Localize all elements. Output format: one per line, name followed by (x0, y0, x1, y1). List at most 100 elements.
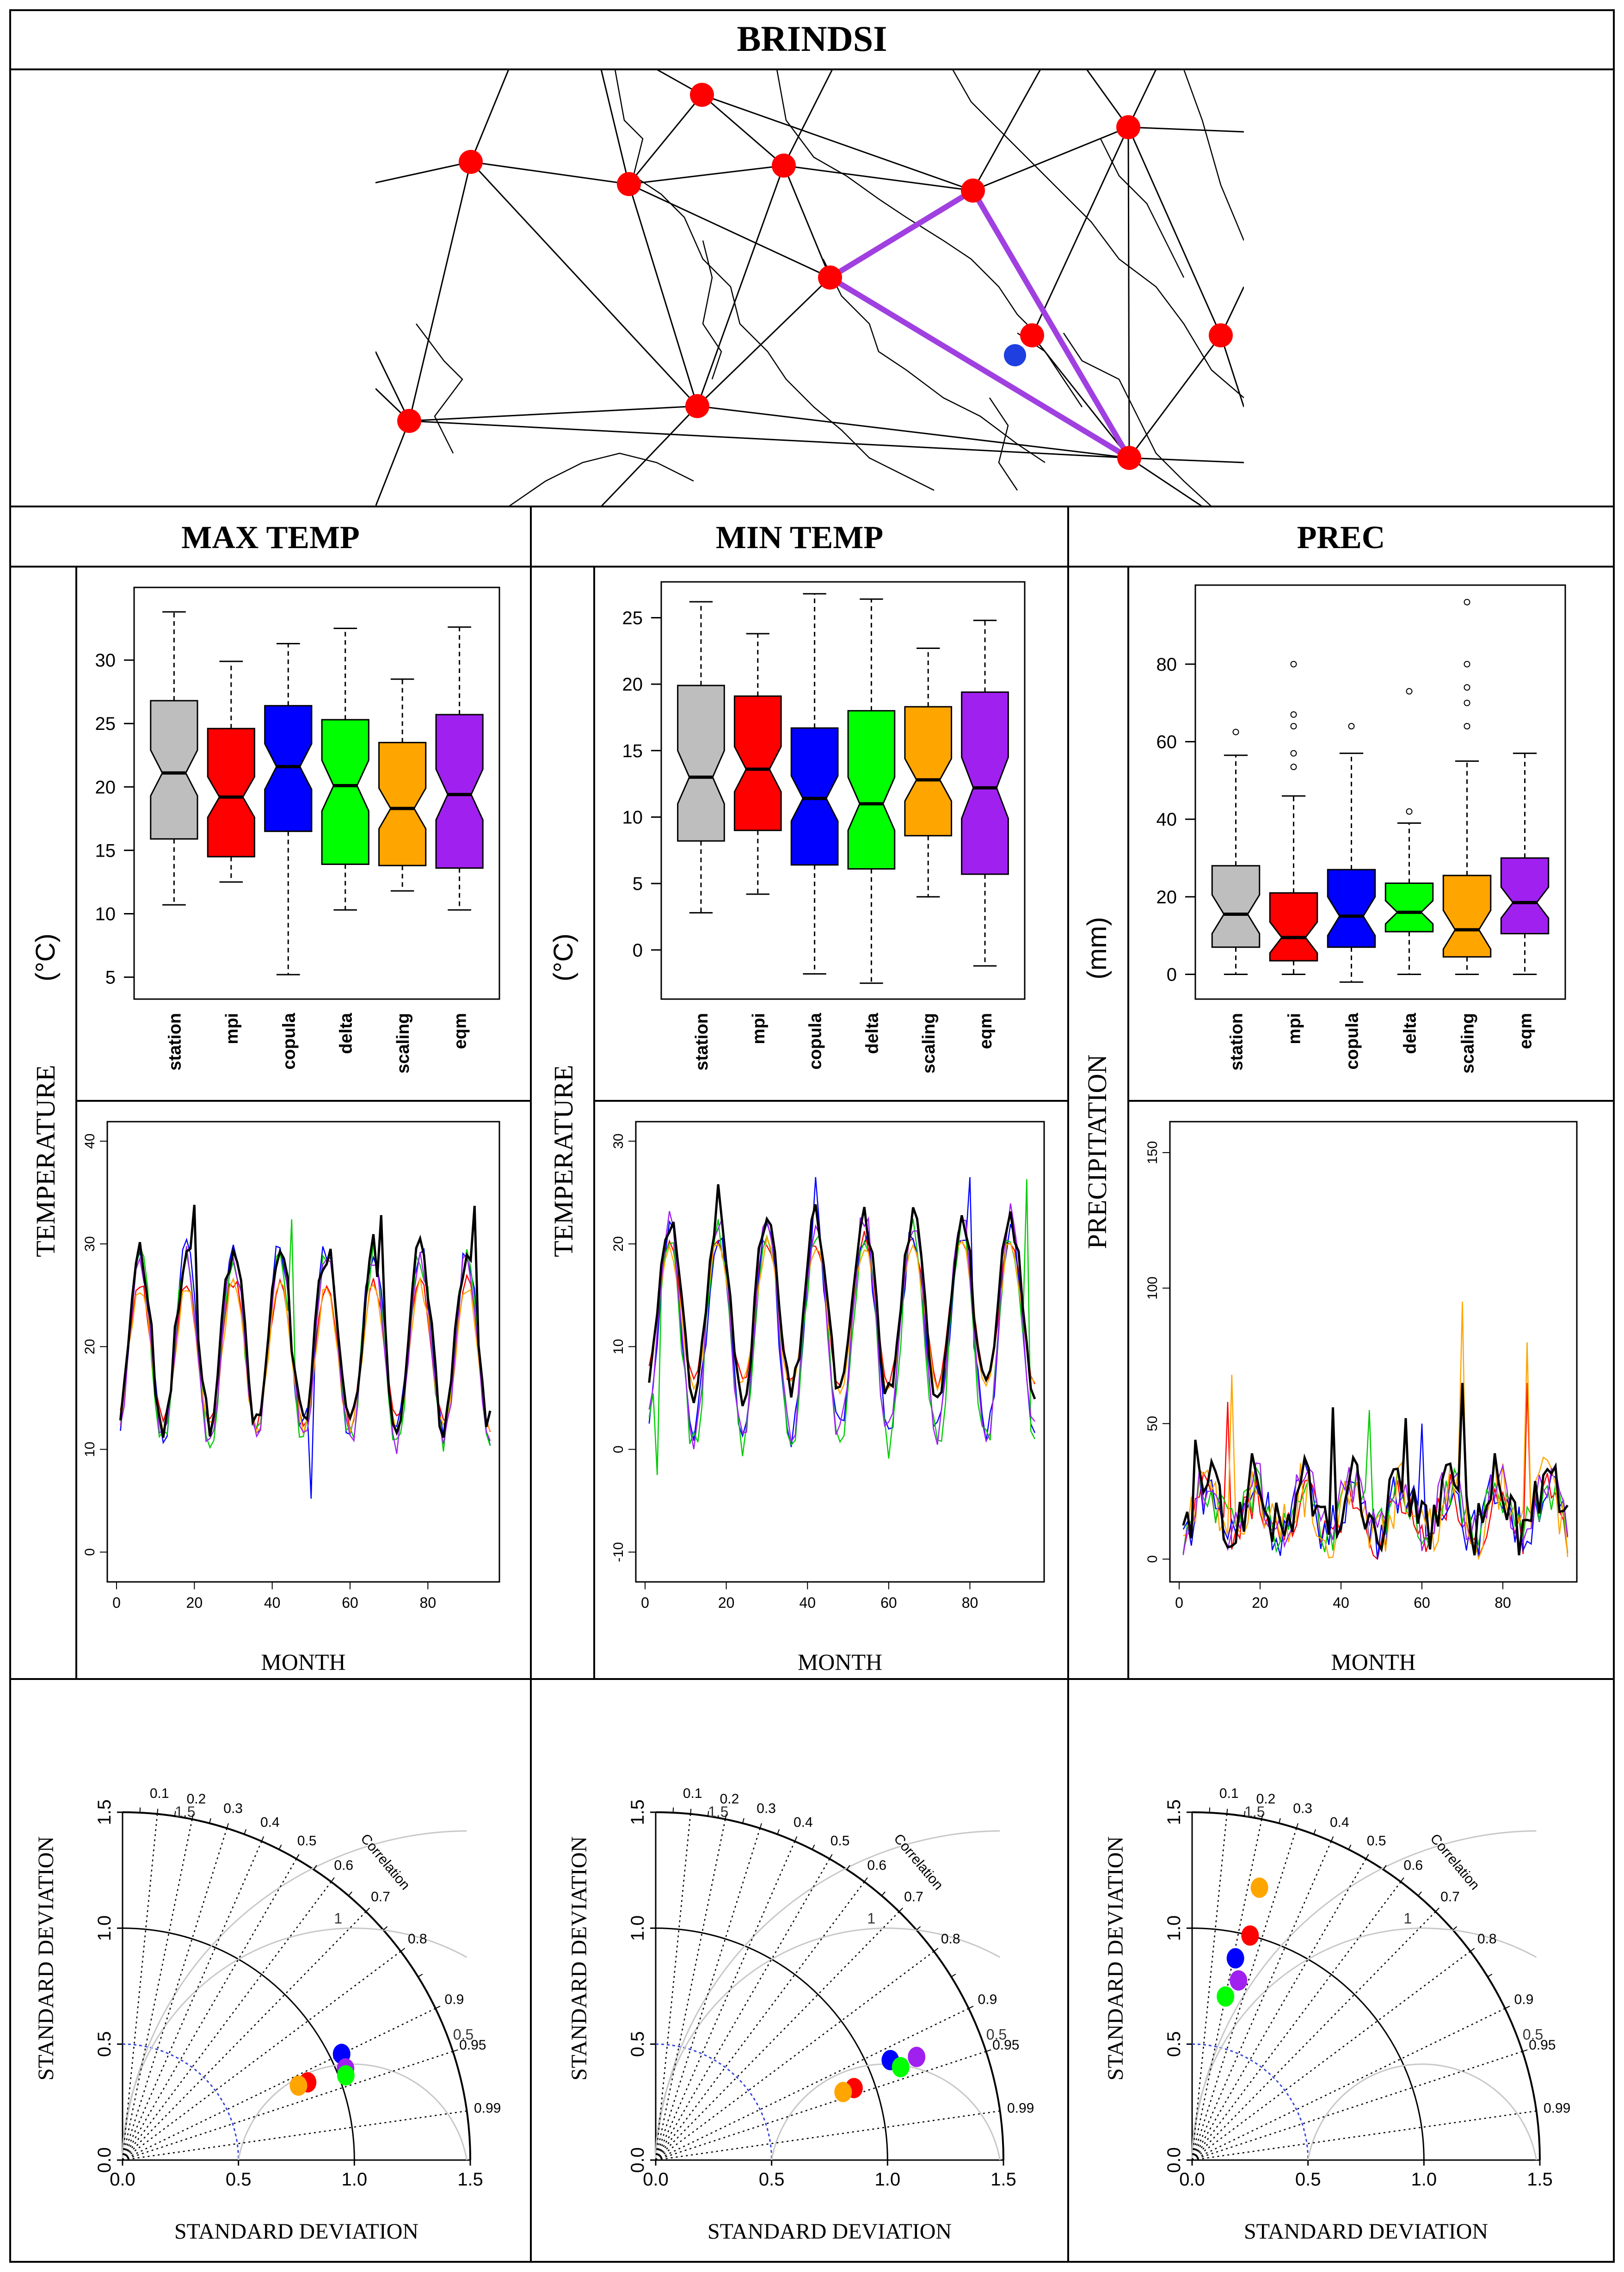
y-tick-label: 0.0 (94, 2147, 115, 2173)
x-tick-label: 0.0 (110, 2169, 135, 2190)
network-link-5 (783, 165, 831, 278)
outlier-point (1290, 723, 1297, 729)
timeseries-min-temp: -10 0 10 20 30 0 20 40 60 80 MONTH (611, 1121, 1045, 1675)
outlier-point (1464, 723, 1470, 729)
network-link-17 (1127, 127, 1130, 458)
taylor-point-scaling (834, 2081, 852, 2102)
y-tick-label: 1.5 (94, 1799, 115, 1825)
y-tick-label: 25 (95, 714, 116, 734)
correlation-ray (1192, 2110, 1537, 2161)
minor-tick (244, 1829, 247, 1834)
grid-node-0 (459, 150, 483, 174)
correlation-tick-label: 0.7 (904, 1889, 923, 1905)
minor-tick (1348, 1844, 1352, 1850)
network-link-edge-12 (1129, 457, 1244, 463)
x-tick-label: 1.5 (457, 2169, 483, 2190)
category-label: mpi (749, 1013, 769, 1044)
minor-tick (1279, 1818, 1281, 1824)
y-tick-label: 0 (611, 1445, 626, 1453)
rms-label: 0.5 (986, 2026, 1007, 2043)
y-tick-label: 10 (611, 1339, 626, 1354)
x-tick-label: 1.0 (1411, 2169, 1437, 2190)
x-axis-label: MONTH (261, 1649, 345, 1675)
network-link-18 (701, 94, 973, 191)
prec-unit: (mm) (1082, 917, 1112, 979)
y-tick-label: 20 (622, 674, 643, 695)
box-body (904, 706, 953, 837)
correlation-ray (122, 1858, 297, 2161)
correlation-ray (122, 1951, 401, 2161)
taylor-point-delta (1217, 1986, 1235, 2007)
category-label: copula (806, 1013, 825, 1069)
y-tick-label: 0.5 (627, 2031, 648, 2057)
y-tick-label: 0.5 (1164, 2031, 1184, 2057)
series-line-station (648, 1184, 1036, 1407)
series-line-copula (1182, 1423, 1569, 1559)
category-label: delta (1401, 1013, 1420, 1054)
box-body (1211, 865, 1261, 948)
rms-arc (1191, 1830, 1537, 2161)
minor-tick (916, 1926, 921, 1931)
coastline-7 (1183, 69, 1244, 241)
box-body (677, 685, 725, 842)
rms-arc (655, 1830, 1000, 2161)
rms-label: 1 (867, 1910, 875, 1927)
box-body (1442, 875, 1492, 958)
grid-node-6 (1116, 115, 1140, 139)
y-tick-label: 50 (1145, 1416, 1160, 1431)
x-tick-label: 40 (1333, 1594, 1349, 1611)
y-tick-label: 5 (633, 874, 643, 894)
minor-tick (435, 2006, 441, 2009)
rms-label: 0.5 (453, 2026, 474, 2043)
minor-tick (690, 1809, 692, 1814)
y-tick-label: 0 (1167, 964, 1177, 985)
category-label: eqm (1516, 1013, 1536, 1049)
correlation-ray (122, 2051, 453, 2161)
coastline-0 (614, 69, 935, 491)
x-axis-label: STANDARD DEVIATION (174, 2219, 418, 2244)
plot-frame (660, 581, 1026, 1000)
outlier-point (1464, 599, 1470, 605)
minor-tick (296, 1854, 300, 1859)
x-tick-label: 1.5 (990, 2169, 1016, 2190)
x-tick-label: 1.5 (1527, 2169, 1553, 2190)
y-tick-label: 20 (611, 1236, 626, 1252)
box-body (847, 710, 896, 870)
x-tick-label: 0.5 (759, 2169, 785, 2190)
x-axis-label: MONTH (798, 1649, 882, 1675)
y-tick-label: 0.0 (1164, 2147, 1184, 2173)
outlier-point (1406, 688, 1413, 695)
network-link-10 (409, 405, 698, 422)
network-link-20 (628, 183, 830, 278)
network-link-edge-11 (1220, 335, 1244, 407)
correlation-tick-label: 0.7 (1440, 1889, 1460, 1905)
correlation-ray (122, 1814, 158, 2161)
box-body (961, 691, 1009, 875)
outlier-point (1290, 750, 1297, 757)
correlation-axis-label: Correlation (357, 1831, 413, 1893)
plot-frame (1169, 1121, 1578, 1583)
network-link-edge-15 (375, 351, 410, 421)
timeseries-max-temp: 0 10 20 30 40 0 20 40 60 80 MONTH (82, 1121, 500, 1675)
taylor-point-eqm (1230, 1970, 1248, 1991)
category-label: eqm (451, 1013, 470, 1049)
y-tick-label: 0.0 (627, 2147, 648, 2173)
x-tick-label: 60 (1414, 1594, 1430, 1611)
correlation-ray (655, 1841, 795, 2161)
correlation-ray (655, 1881, 865, 2161)
box-body (378, 741, 427, 866)
y-tick-label: 1.0 (1164, 1915, 1184, 1941)
box-station (677, 601, 725, 914)
x-tick-label: 0 (1175, 1594, 1183, 1611)
minor-tick (1452, 1926, 1458, 1931)
correlation-ray (122, 1911, 367, 2161)
row-label-temp-1: TEMPERATURE (°C) (31, 933, 61, 1257)
minor-tick (1313, 1829, 1316, 1834)
correlation-tick-label: 0.8 (1477, 1932, 1497, 1947)
taylor-diagram-max-temp: 0.511.50.1 0.20.30.40.50.60.70.80.90.950.… (34, 1786, 501, 2244)
y-axis-label: STANDARD DEVIATION (34, 1836, 58, 2081)
outer-arc (655, 1811, 1004, 2161)
y-axis-label: STANDARD DEVIATION (1103, 1836, 1128, 2081)
box-body (1327, 869, 1376, 948)
box-body (321, 719, 369, 865)
